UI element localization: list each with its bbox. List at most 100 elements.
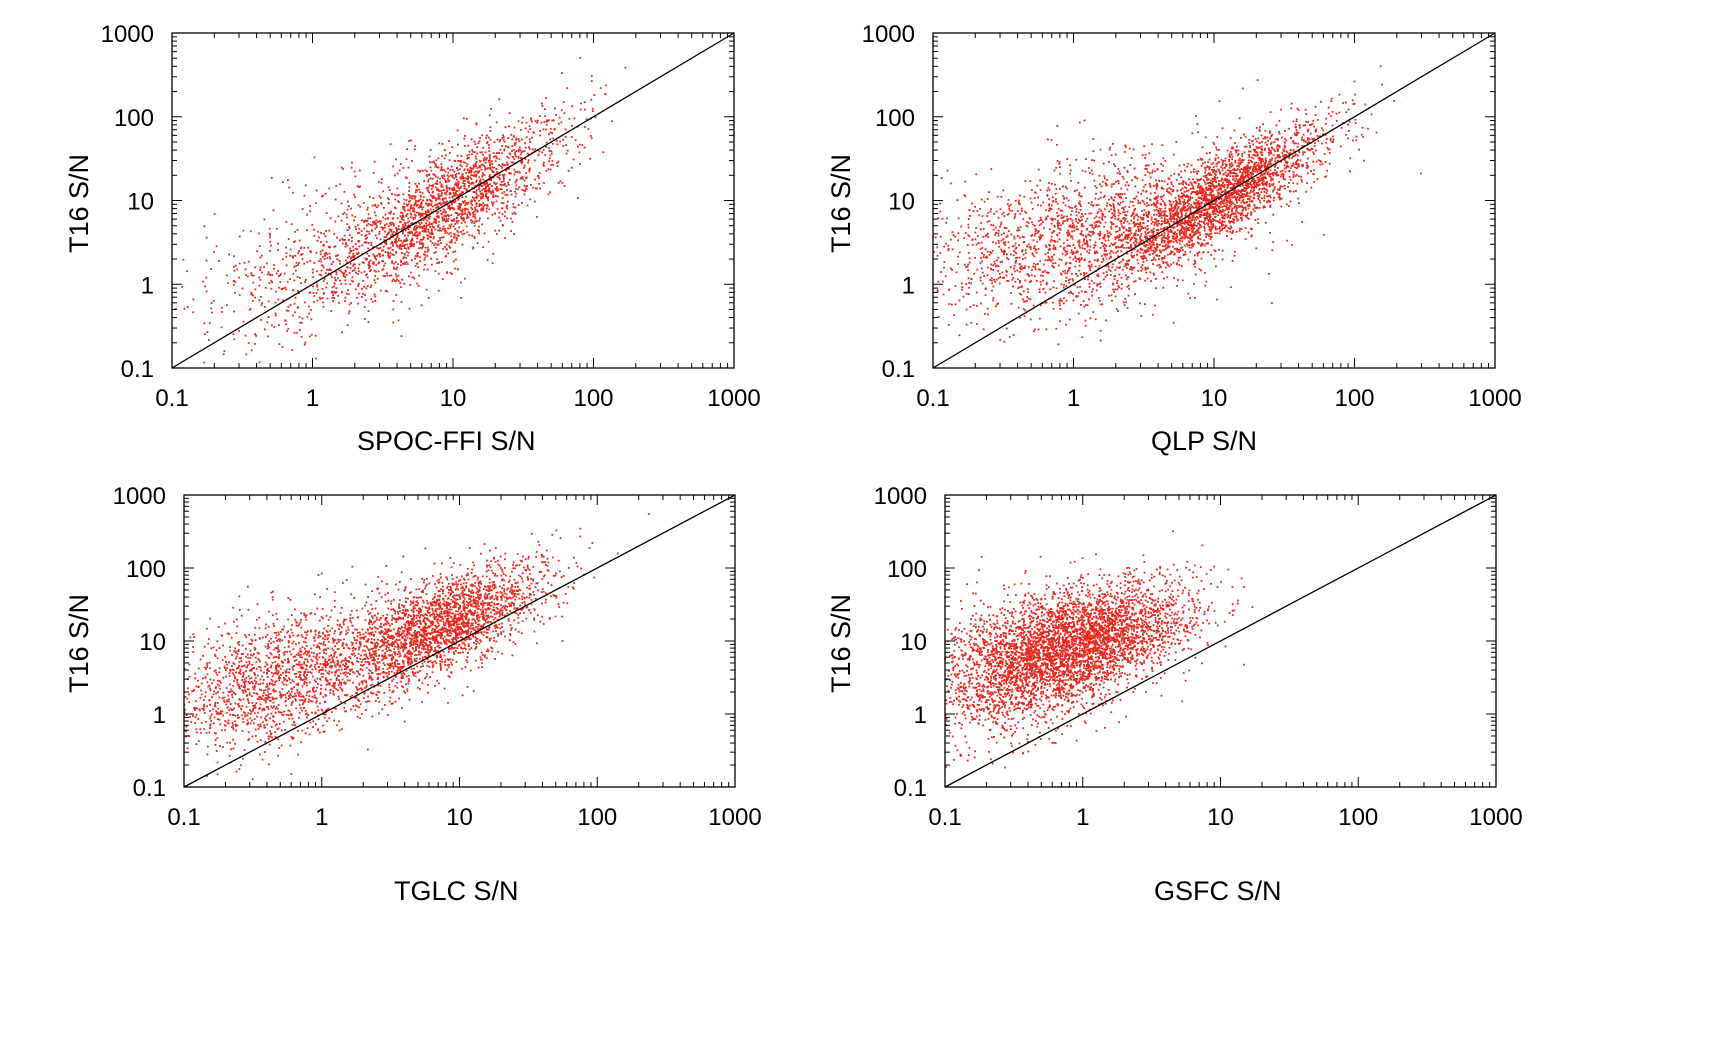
data-point (471, 153, 473, 156)
data-point (285, 309, 288, 312)
data-point (561, 182, 564, 184)
data-point (550, 150, 553, 153)
data-point (494, 229, 497, 232)
data-point (529, 198, 532, 201)
data-point (349, 283, 352, 286)
data-point (389, 212, 392, 215)
data-point (475, 122, 478, 125)
data-point (439, 177, 441, 180)
data-point (459, 177, 462, 180)
data-point (571, 125, 573, 127)
data-point (238, 329, 240, 332)
data-point (455, 239, 458, 241)
data-point (298, 292, 300, 294)
data-point (447, 171, 450, 174)
data-point (443, 197, 445, 200)
data-point (529, 167, 531, 170)
data-point (365, 241, 368, 244)
data-point (440, 189, 442, 192)
data-point (520, 153, 522, 156)
data-point (315, 292, 318, 294)
data-point (392, 244, 394, 247)
data-point (415, 241, 418, 244)
data-point (313, 156, 316, 159)
data-point (332, 294, 334, 297)
data-point (448, 175, 450, 178)
data-point (489, 166, 491, 169)
data-point (501, 137, 504, 139)
data-point (385, 240, 387, 243)
data-point (351, 256, 354, 258)
data-point (454, 241, 457, 244)
data-point (356, 248, 359, 251)
data-point (285, 220, 288, 223)
data-point (373, 160, 376, 163)
data-point (558, 116, 561, 119)
data-point (514, 190, 516, 193)
data-point (482, 188, 485, 190)
data-point (248, 308, 251, 311)
data-point (457, 195, 460, 198)
data-point (250, 274, 253, 277)
data-point (322, 305, 325, 308)
data-point (374, 257, 377, 259)
data-point (313, 235, 316, 237)
data-point (430, 233, 433, 236)
data-point (447, 220, 449, 222)
data-point (503, 191, 506, 193)
data-point (466, 231, 469, 234)
data-point (308, 305, 310, 308)
data-point (343, 190, 346, 193)
data-point (430, 229, 433, 232)
data-point (401, 214, 404, 217)
data-point (389, 255, 391, 257)
data-point (404, 176, 407, 179)
data-point (338, 269, 341, 272)
data-point (326, 282, 328, 285)
data-point (456, 212, 459, 214)
data-point (448, 204, 451, 207)
data-point (434, 270, 437, 272)
data-point (353, 255, 356, 257)
data-point (554, 107, 556, 110)
data-point (453, 170, 456, 173)
data-point (415, 235, 418, 237)
data-point (381, 249, 383, 252)
data-point (426, 224, 428, 227)
data-point (441, 216, 444, 219)
data-point (367, 310, 370, 312)
data-point (453, 236, 455, 239)
data-point (543, 161, 545, 164)
data-point (285, 255, 288, 258)
data-point (329, 217, 332, 219)
data-point (437, 272, 440, 275)
data-point (298, 276, 301, 279)
data-point (556, 162, 558, 164)
data-point (192, 311, 195, 314)
data-point (396, 187, 399, 190)
data-point (321, 288, 324, 290)
data-point (437, 211, 440, 213)
data-point (223, 350, 226, 352)
data-point (298, 262, 300, 264)
data-point (439, 169, 442, 172)
data-point (471, 208, 474, 210)
data-point (331, 296, 334, 299)
scatter-panel-spoc-ffi: 0.1 1 10 100 1000 0.1 1 10 100 1000 SPOC-FFI S/N … (0, 0, 867, 522)
data-point (455, 182, 457, 185)
data-point (462, 182, 465, 184)
data-point (471, 196, 474, 199)
data-point (375, 264, 378, 266)
data-point (456, 129, 459, 132)
data-point (460, 297, 463, 299)
data-point (378, 233, 381, 235)
data-point (341, 242, 344, 245)
data-point (475, 193, 478, 195)
data-point (270, 279, 273, 282)
data-point (244, 268, 247, 271)
data-point (431, 177, 434, 180)
data-point (495, 233, 498, 235)
data-point (441, 278, 444, 281)
data-point (517, 148, 520, 151)
